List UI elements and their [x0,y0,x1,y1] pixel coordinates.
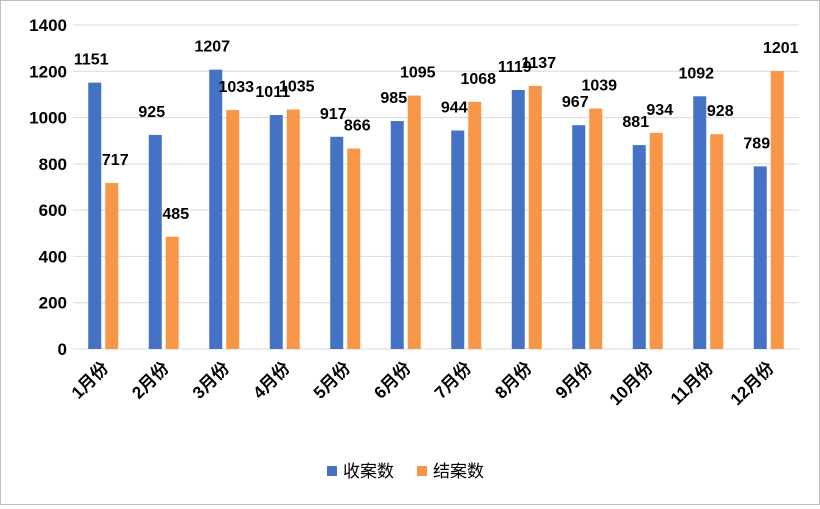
bar-closed [407,95,421,349]
y-tick-label: 600 [39,201,67,220]
y-tick-label: 1000 [29,109,67,128]
data-label: 1092 [678,65,714,82]
x-tick-label: 7月份 [430,357,476,403]
bar-closed [347,148,361,349]
data-label: 917 [320,106,347,123]
data-label: 928 [707,103,734,120]
x-axis-ticks: 1月份 2月份 3月份 4月份 5月份 6月份 7月份 8月份 9月份 10月份 11月份 12月份 [67,357,778,409]
data-label: 967 [562,94,589,111]
bar-closed [286,109,300,349]
data-label: 717 [102,152,129,169]
x-tick-label: 10月份 [605,357,657,409]
bar-received [693,96,707,349]
data-label: 1011 [255,84,290,101]
x-tick-label: 12月份 [726,357,778,409]
y-tick-label: 0 [58,340,67,359]
bar-received [88,82,102,349]
bars [88,69,784,350]
data-label: 1201 [763,40,799,57]
bar-closed [105,183,119,349]
data-label: 1039 [581,78,617,95]
data-label: 944 [441,100,468,117]
bar-received [753,166,767,349]
x-tick-label: 1月份 [67,357,113,403]
data-label: 925 [138,104,165,121]
data-label: 789 [743,135,770,152]
bar-received [511,90,525,349]
x-tick-label: 5月份 [309,357,355,403]
legend-swatch [327,466,337,476]
data-label: 985 [380,90,407,107]
x-tick-label: 4月份 [249,357,295,403]
bar-closed [710,134,724,349]
data-label: 1035 [279,78,315,95]
data-label: 934 [646,102,673,119]
bar-closed [468,101,482,349]
bar-closed [528,85,542,349]
bar-received [269,115,283,349]
y-tick-label: 1200 [29,62,67,81]
bar-received [330,136,344,349]
bar-closed [589,108,603,349]
bar-closed [226,109,240,349]
y-tick-label: 800 [39,155,67,174]
x-tick-label: 2月份 [128,357,174,403]
y-tick-label: 1400 [29,16,67,35]
legend-label: 结案数 [433,462,484,481]
bar-received [209,69,223,349]
x-tick-label: 9月份 [551,357,597,403]
data-label: 1137 [521,55,556,72]
data-label: 1151 [74,52,109,69]
gridlines [73,24,799,350]
x-tick-label: 8月份 [491,357,537,403]
x-tick-label: 11月份 [666,357,718,409]
y-tick-label: 400 [39,247,67,266]
data-label: 1207 [194,39,230,56]
data-label: 1095 [400,65,436,82]
y-tick-label: 200 [39,294,67,313]
data-label: 1033 [218,79,254,96]
legend: 收案数 结案数 [327,462,484,481]
bar-received [148,134,162,349]
data-label: 1068 [460,71,496,88]
x-tick-label: 6月份 [370,357,416,403]
bar-closed [649,132,663,349]
data-label: 881 [622,114,649,131]
bar-received [390,121,404,350]
legend-label: 收案数 [343,462,394,481]
bar-closed [165,236,179,349]
data-label: 866 [344,118,371,135]
bar-closed [770,71,784,349]
x-tick-label: 3月份 [188,357,234,403]
data-label: 485 [162,206,189,223]
legend-swatch [417,466,427,476]
data-label: 1119 [498,59,532,76]
bar-received [632,145,646,349]
y-axis-ticks: 0 200 400 600 800 1000 1200 1400 [29,16,67,359]
bar-received [572,125,586,349]
bar-received [451,130,465,349]
